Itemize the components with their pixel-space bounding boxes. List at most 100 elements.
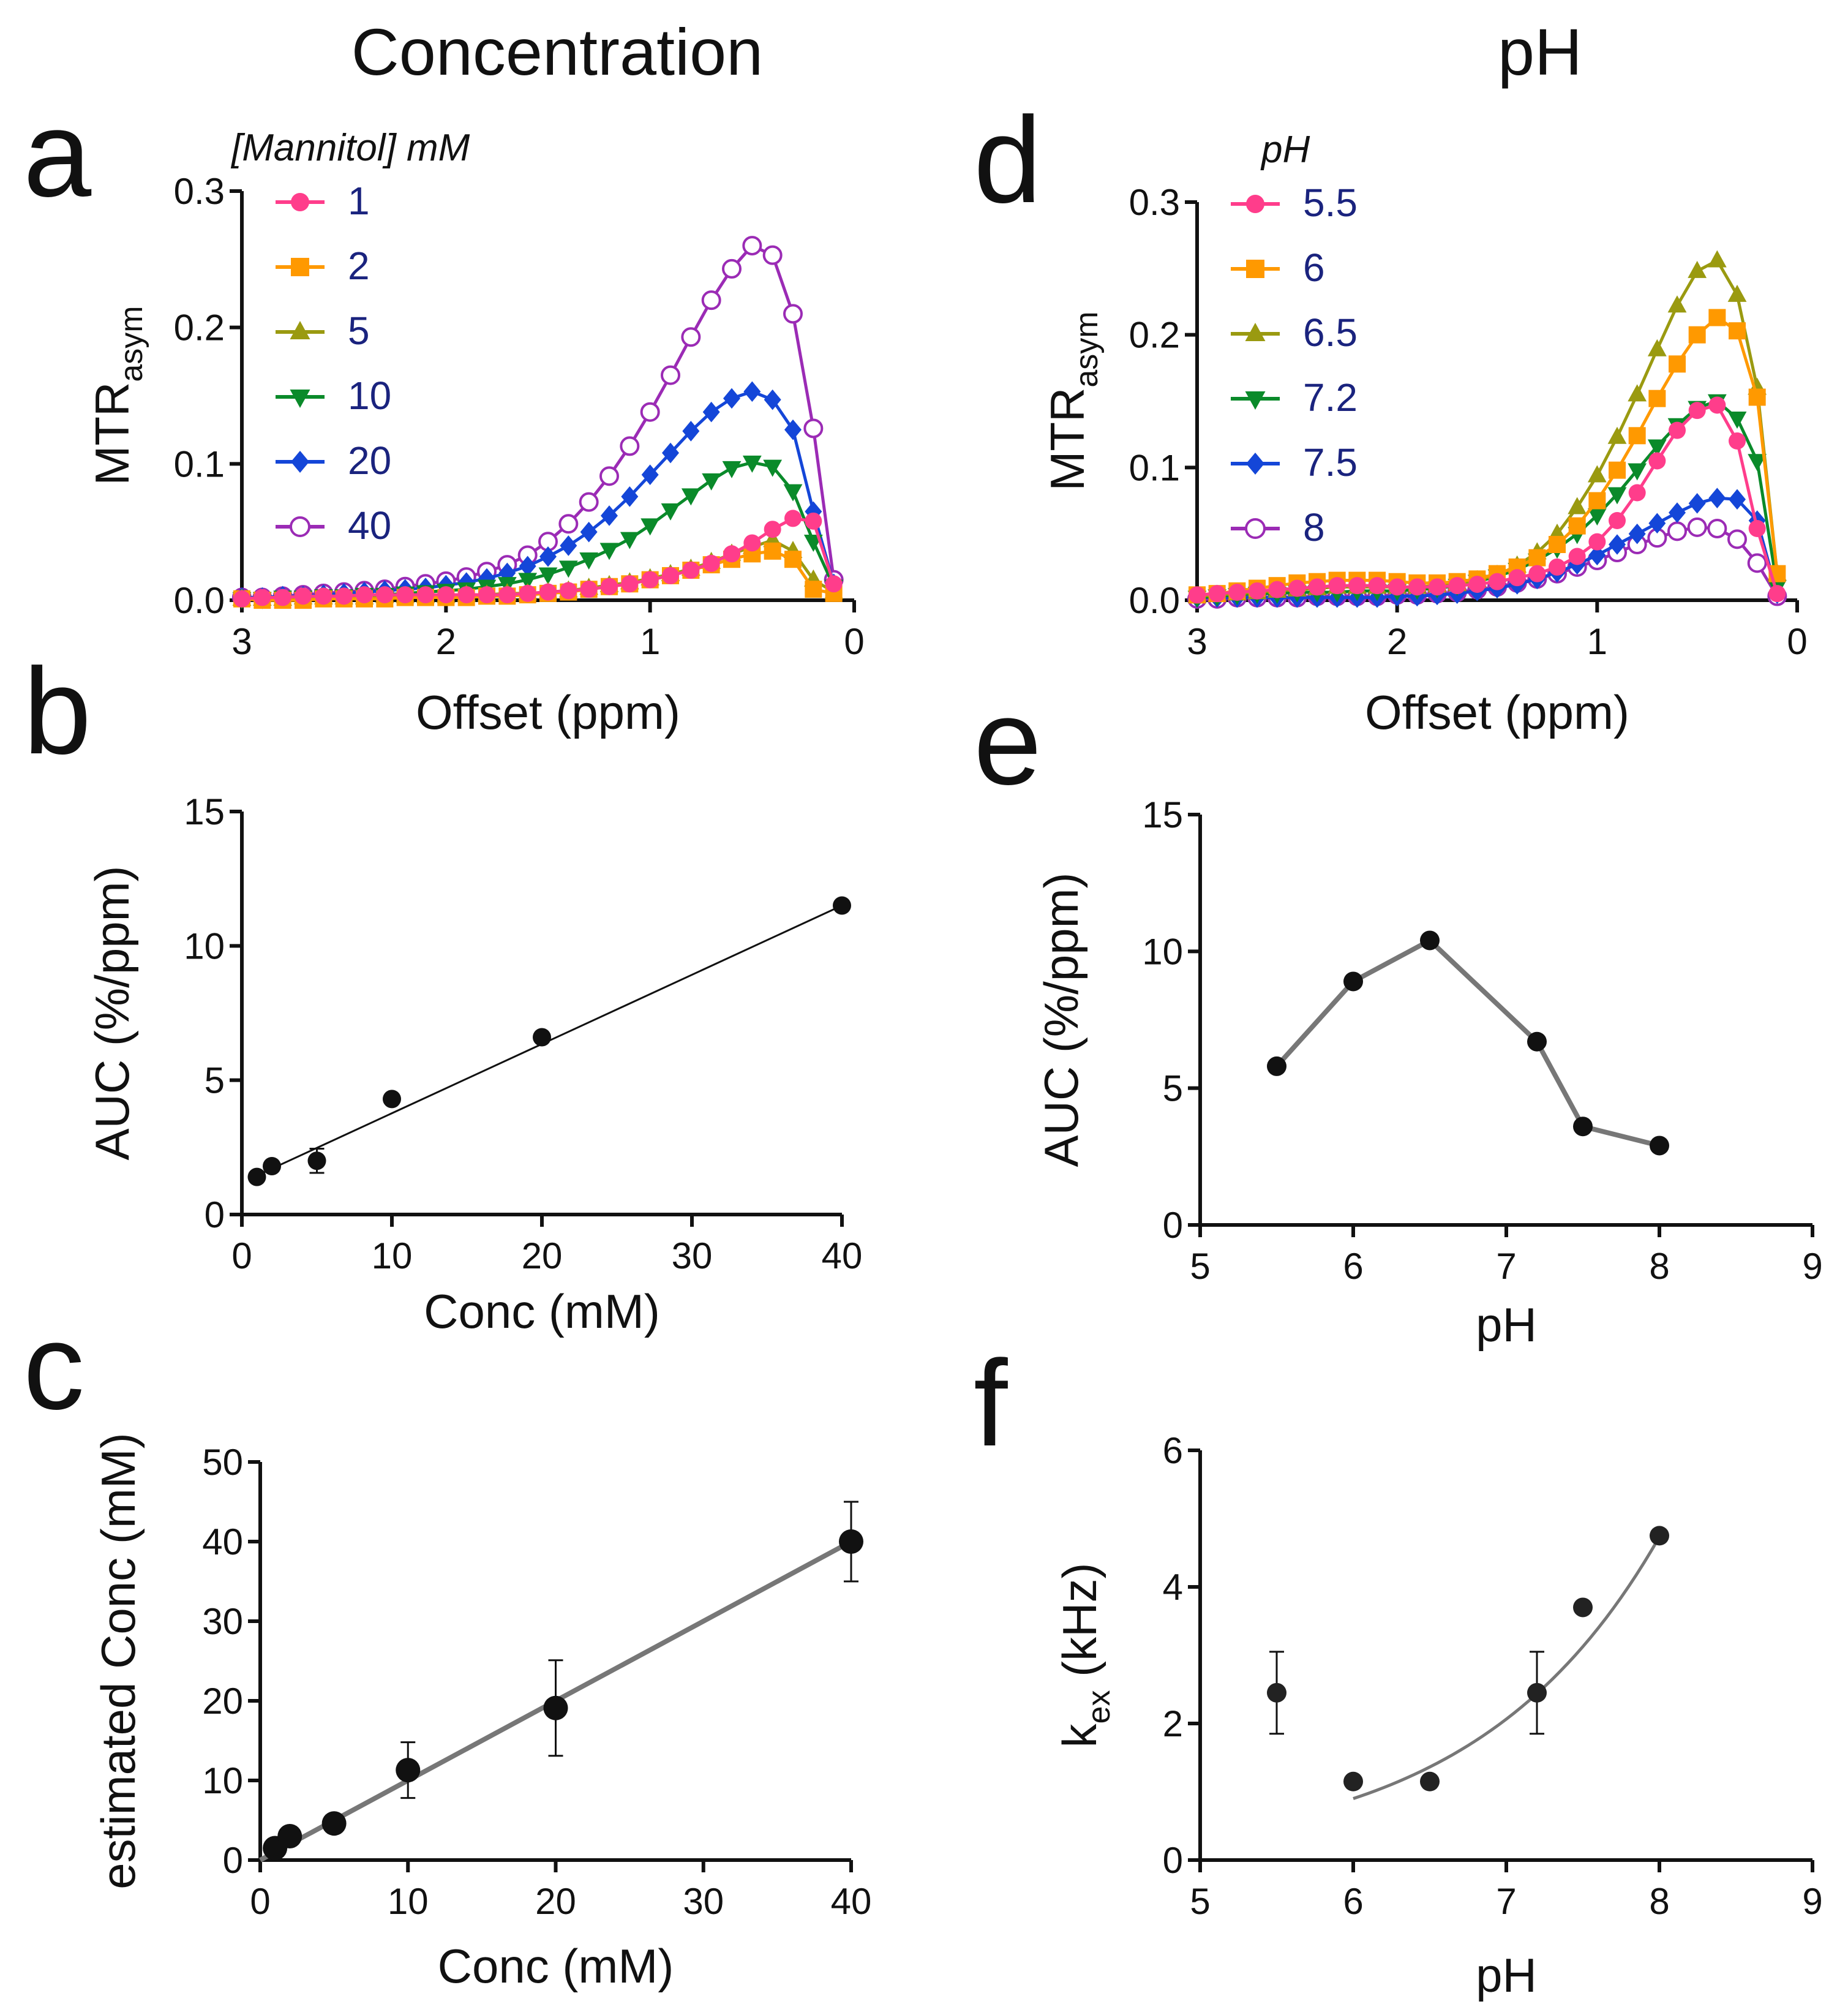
x-tick-label: 10 <box>388 1881 429 1922</box>
data-point <box>701 290 721 311</box>
y-tick-label: 0.1 <box>1129 447 1180 488</box>
data-point <box>1420 1771 1440 1791</box>
y-tick-label: 15 <box>184 791 225 832</box>
x-axis-label: pH <box>1476 1298 1537 1352</box>
data-point <box>1648 452 1666 470</box>
data-point <box>621 486 639 507</box>
data-point <box>498 586 516 604</box>
data-point <box>825 575 843 593</box>
data-point <box>396 1758 421 1783</box>
data-point <box>1249 582 1266 600</box>
data-point <box>1729 322 1746 340</box>
x-tick-label: 7 <box>1496 1881 1516 1922</box>
data-point <box>478 586 495 604</box>
data-point <box>1708 396 1726 414</box>
legend-marker <box>1245 323 1266 341</box>
data-point <box>579 552 599 570</box>
data-point <box>396 586 414 604</box>
data-point <box>1687 517 1707 537</box>
data-point <box>743 534 761 552</box>
data-point <box>620 436 640 456</box>
y-axis-label-main: MTR <box>1040 388 1094 491</box>
series-line <box>1196 399 1779 600</box>
data-point <box>539 546 557 567</box>
data-point <box>742 455 762 473</box>
x-tick-label: 20 <box>522 1235 563 1276</box>
y-tick-label: 0.3 <box>1129 182 1180 223</box>
data-point <box>1309 578 1326 596</box>
y-tick-label: 6 <box>1163 1430 1183 1471</box>
panel-letter-f: f <box>974 1335 1008 1472</box>
data-point <box>1448 577 1466 595</box>
x-axis-label: Offset (ppm) <box>1365 685 1629 739</box>
y-tick-label: 0 <box>1163 1840 1183 1881</box>
legend-title: pH <box>1260 129 1310 171</box>
data-point <box>681 327 701 347</box>
data-point <box>1527 1031 1547 1052</box>
data-point <box>784 551 802 568</box>
y-tick-label: 20 <box>202 1681 243 1722</box>
data-point <box>702 473 721 491</box>
x-tick-label: 2 <box>436 621 456 662</box>
legend-item: 6.5 <box>1231 311 1358 355</box>
data-point <box>1528 549 1546 567</box>
data-point <box>1568 497 1587 514</box>
legend-title: [Mannitol] mM <box>230 127 470 169</box>
data-point <box>1607 426 1627 444</box>
y-tick-label: 0 <box>223 1840 243 1881</box>
x-tick-label: 8 <box>1649 1881 1669 1922</box>
data-point <box>1607 487 1627 505</box>
data-point <box>1573 1117 1593 1137</box>
y-tick-label: 10 <box>1142 931 1183 972</box>
y-tick-label: 10 <box>202 1760 243 1801</box>
x-axis-label: Conc (mM) <box>424 1284 660 1338</box>
legend-label: 10 <box>348 374 391 418</box>
data-point <box>621 575 639 593</box>
series-6 <box>1189 309 1786 604</box>
data-point <box>560 535 577 556</box>
legend-marker <box>1245 518 1266 539</box>
data-point <box>1688 326 1706 344</box>
data-point <box>1748 520 1766 537</box>
legend-label: 8 <box>1303 505 1325 549</box>
data-point <box>661 503 680 521</box>
x-tick-label: 5 <box>1190 1881 1210 1922</box>
data-point <box>307 1151 326 1170</box>
legend-item: 7.2 <box>1231 375 1358 420</box>
panel-letter-e: e <box>974 674 1042 810</box>
data-point <box>1388 578 1406 596</box>
data-point <box>1647 439 1667 457</box>
y-axis-label-main: AUC (%/ppm) <box>85 865 139 1160</box>
data-point <box>784 510 802 527</box>
data-point <box>1268 581 1286 598</box>
data-point <box>356 586 373 604</box>
data-point <box>784 419 802 440</box>
column-title-concentration: Concentration <box>351 15 763 89</box>
data-point <box>839 1529 863 1554</box>
series-line <box>1196 315 1779 597</box>
legend-label: 5.5 <box>1303 181 1358 225</box>
panel-letter-d: d <box>974 92 1042 228</box>
data-point <box>640 518 660 536</box>
x-tick-label: 3 <box>1187 621 1207 662</box>
x-tick-label: 30 <box>683 1881 724 1922</box>
data-point <box>620 532 639 549</box>
data-point <box>764 542 781 560</box>
data-point <box>1228 584 1246 601</box>
data-point <box>723 545 740 563</box>
data-point <box>1708 309 1726 326</box>
data-point <box>1343 1771 1363 1791</box>
series-line <box>1275 938 1660 1148</box>
data-point <box>1748 454 1767 472</box>
data-point <box>1748 388 1766 406</box>
legend-item: 8 <box>1231 505 1325 549</box>
data-point <box>1667 295 1687 313</box>
legend-item: 5 <box>276 309 370 353</box>
data-point <box>1688 260 1707 278</box>
data-point <box>580 521 598 543</box>
data-point <box>518 573 538 590</box>
x-axis-label: Offset (ppm) <box>416 685 680 739</box>
data-point <box>601 505 618 526</box>
